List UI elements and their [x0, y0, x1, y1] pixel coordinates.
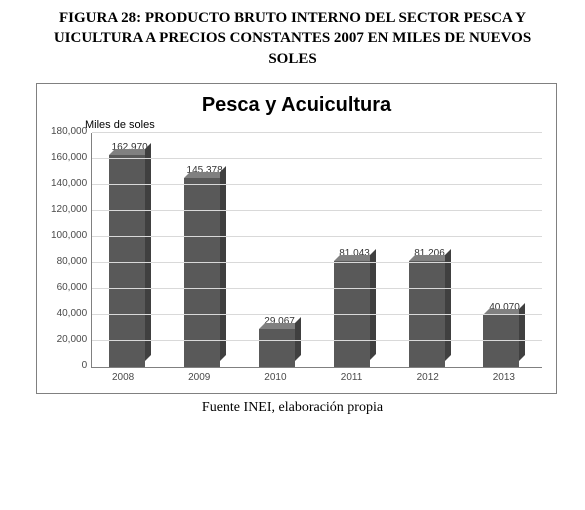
y-axis-title: Miles de soles	[85, 119, 542, 131]
gridline	[92, 184, 542, 185]
y-axis-ticks: 180,000160,000140,000120,000100,00080,00…	[51, 133, 91, 367]
bar: 145,378	[175, 165, 235, 367]
x-tick-label: 2009	[169, 372, 229, 383]
caption-line-3: SOLES	[268, 51, 316, 67]
gridline	[92, 314, 542, 315]
chart-container: Pesca y Acuicultura Miles de soles 180,0…	[36, 83, 557, 394]
bar: 162,970	[100, 142, 160, 367]
bars-group: 162,970145,378 29,067 81,04381,20640,070	[92, 133, 542, 367]
bar: 40,070	[474, 302, 534, 367]
bar: 81,043	[325, 248, 385, 366]
figure-caption: FIGURA 28: PRODUCTO BRUTO INTERNO DEL SE…	[0, 0, 585, 69]
x-tick-label: 2008	[93, 372, 153, 383]
gridline	[92, 132, 542, 133]
x-tick-label: 2013	[474, 372, 534, 383]
chart-title: Pesca y Acuicultura	[51, 94, 542, 117]
gridline	[92, 158, 542, 159]
gridline	[92, 236, 542, 237]
plot-area: 180,000160,000140,000120,000100,00080,00…	[51, 133, 542, 368]
gridline	[92, 340, 542, 341]
caption-line-1: FIGURA 28: PRODUCTO BRUTO INTERNO DEL SE…	[59, 10, 526, 26]
x-axis-ticks: 2008 2009 2010 2011 2012 2013	[85, 372, 542, 383]
x-tick-label: 2010	[245, 372, 305, 383]
gridline	[92, 210, 542, 211]
gridline	[92, 288, 542, 289]
bar: 29,067	[250, 316, 310, 367]
x-tick-label: 2011	[322, 372, 382, 383]
plot: 162,970145,378 29,067 81,04381,20640,070	[91, 133, 542, 368]
gridline	[92, 262, 542, 263]
caption-line-2: UICULTURA A PRECIOS CONSTANTES 2007 EN M…	[54, 30, 531, 46]
bar: 81,206	[400, 248, 460, 367]
source-note: Fuente INEI, elaboración propia	[0, 400, 585, 416]
x-tick-label: 2012	[398, 372, 458, 383]
